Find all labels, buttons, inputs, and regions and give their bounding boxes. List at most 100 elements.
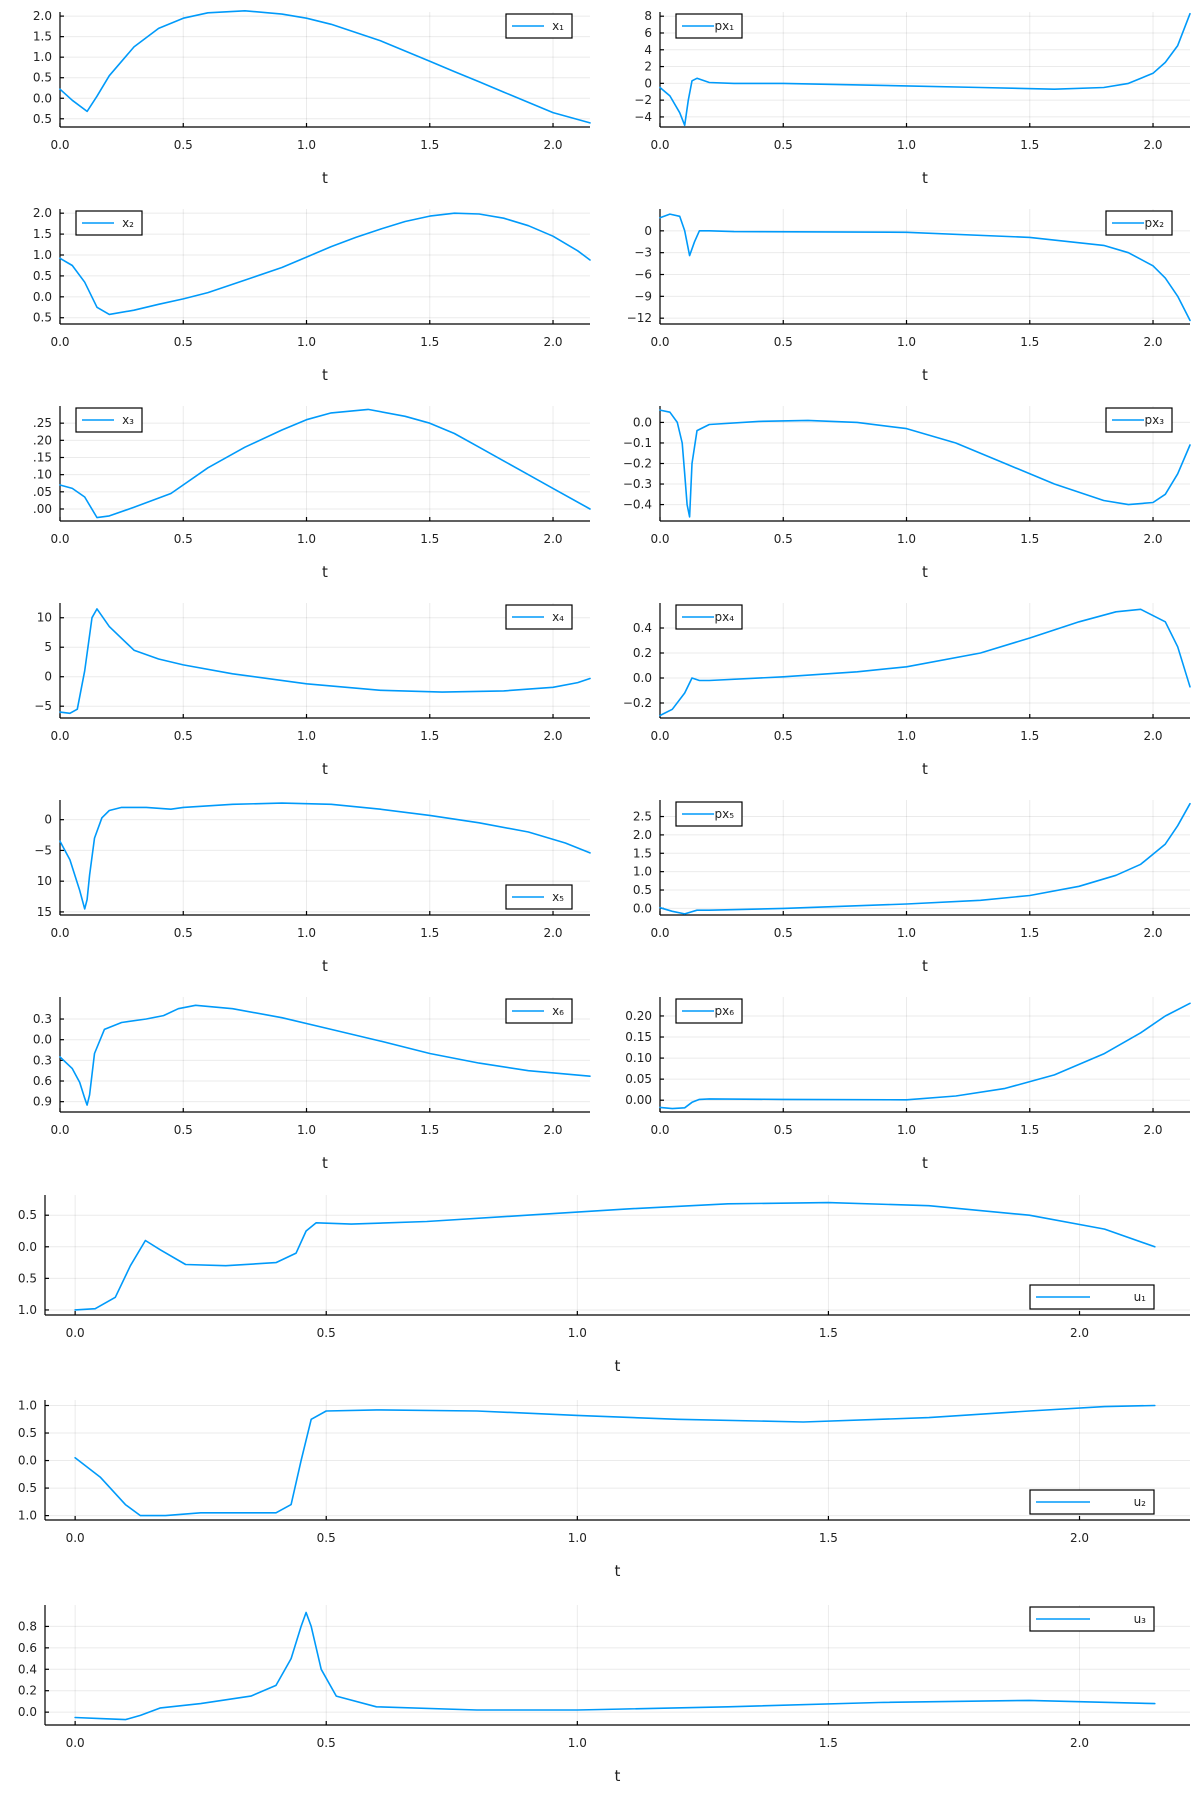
y-tick-label: 0.0: [33, 91, 52, 105]
y-tick-label: 2.0: [633, 828, 652, 842]
x-tick-label: 2.0: [543, 138, 562, 152]
x-tick-label: 0.5: [774, 335, 793, 349]
x-tick-label: 0.0: [50, 1123, 69, 1137]
y-tick-label: 2.0: [33, 9, 52, 23]
series-line-x3: [59, 408, 591, 519]
x-tick-label: 2.0: [1143, 926, 1162, 940]
legend: x₄: [505, 604, 573, 630]
y-tick-label: 0: [644, 76, 652, 90]
x-tick-label: 0.0: [50, 138, 69, 152]
legend: px₅: [675, 801, 743, 827]
x-tick-label: 1.5: [819, 1326, 838, 1340]
x-axis-label: t: [922, 957, 928, 975]
legend: x₂: [75, 210, 143, 236]
x-axis-label: t: [322, 169, 328, 187]
x-tick-label: 1.5: [420, 335, 439, 349]
legend: x₁: [505, 13, 573, 39]
legend: px₁: [675, 13, 743, 39]
x-tick-label: 2.0: [1070, 1326, 1089, 1340]
x-tick-label: 0.5: [174, 729, 193, 743]
legend: u₃: [1029, 1606, 1155, 1632]
y-tick-label: 1.0: [633, 865, 652, 879]
x-tick-label: 1.5: [1020, 335, 1039, 349]
legend-label: px₄: [714, 610, 734, 624]
series-line-u1: [74, 1201, 1156, 1311]
y-tick-label: 1.0: [33, 50, 52, 64]
x-tick-label: 1.5: [420, 138, 439, 152]
x-tick-label: 2.0: [543, 335, 562, 349]
y-tick-label: −0.4: [623, 498, 652, 512]
legend: px₃: [1105, 407, 1173, 433]
x-tick-label: 0.0: [650, 1123, 669, 1137]
x-axis-label: t: [922, 760, 928, 778]
x-tick-label: 1.0: [897, 138, 916, 152]
x-tick-label: 1.5: [819, 1531, 838, 1545]
y-tick-label: 6: [644, 26, 652, 40]
y-tick-label: 0.3: [33, 1012, 52, 1026]
y-tick-label: 0: [644, 224, 652, 238]
x-tick-label: 1.5: [1020, 926, 1039, 940]
x-tick-label: 1.0: [297, 532, 316, 546]
y-tick-label: 0.0: [633, 901, 652, 915]
x-tick-label: 2.0: [1143, 335, 1162, 349]
series-line-px4: [659, 608, 1191, 717]
y-tick-label: 8: [644, 9, 652, 23]
y-tick-label: 1.0: [18, 1509, 37, 1523]
series-line-px6: [659, 1002, 1191, 1110]
y-tick-label: −0.2: [623, 696, 652, 710]
x-tick-label: 1.0: [568, 1736, 587, 1750]
y-tick-label: 0.0: [633, 671, 652, 685]
legend: u₁: [1029, 1284, 1155, 1310]
series-line-x1: [59, 10, 591, 124]
y-tick-label: 0.6: [33, 1074, 52, 1088]
y-tick-label: 2: [644, 60, 652, 74]
legend-label: x₆: [552, 1004, 564, 1018]
y-tick-label: 0.5: [33, 112, 52, 126]
y-tick-label: 0.00: [625, 1093, 652, 1107]
y-tick-label: 0.15: [625, 1030, 652, 1044]
y-tick-label: −12: [627, 311, 652, 325]
x-tick-label: 0.0: [650, 532, 669, 546]
legend-label: x₄: [552, 610, 564, 624]
y-tick-label: −9: [634, 289, 652, 303]
chart-px1: 0.0 0.5 1.0 1.5 2.0 −4 −2 0 2 4 6 8 t px₁: [634, 9, 1191, 187]
chart-px2: 0.0 0.5 1.0 1.5 2.0 −12 −9 −6 −3 0 t px₂: [627, 209, 1191, 384]
x-tick-label: 0.5: [774, 1123, 793, 1137]
x-tick-label: 0.0: [650, 926, 669, 940]
y-tick-label: 1.5: [33, 30, 52, 44]
series-line-px5: [659, 802, 1191, 915]
x-tick-label: 2.0: [1143, 532, 1162, 546]
y-tick-label: 0.0: [33, 290, 52, 304]
legend-label: x₁: [552, 19, 564, 33]
x-tick-label: 1.0: [897, 532, 916, 546]
y-tick-label: −0.3: [623, 477, 652, 491]
legend: px₆: [675, 998, 743, 1024]
y-tick-label: 0.0: [633, 415, 652, 429]
chart-px3: 0.0 0.5 1.0 1.5 2.0 −0.4 −0.3 −0.2 −0.1 0.0 t px₃: [623, 406, 1191, 581]
chart-x2: 0.0 0.5 1.0 1.5 2.0 0.5 0.0 0.5 1.0 1.5 2.0 t x₂: [33, 206, 591, 384]
x-axis-label: t: [322, 1154, 328, 1172]
x-axis-label: t: [922, 169, 928, 187]
chart-x5: 0.0 0.5 1.0 1.5 2.0 15 10 −5 0 t x₅: [34, 800, 591, 975]
x-tick-label: 2.0: [1070, 1736, 1089, 1750]
legend-label: px₂: [1144, 216, 1164, 230]
y-tick-label: 0.6: [18, 1641, 37, 1655]
y-tick-label: 0.2: [633, 646, 652, 660]
series-line-x2: [59, 212, 591, 316]
chart-x3: 0.0 0.5 1.0 1.5 2.0 .00 .05 .10 .15 .20 .25 t x₃: [33, 406, 591, 581]
series-line-x5: [59, 802, 591, 910]
x-tick-label: 0.0: [66, 1326, 85, 1340]
legend: u₂: [1029, 1489, 1155, 1515]
y-tick-label: 0.05: [625, 1072, 652, 1086]
legend-label: u₂: [1134, 1495, 1147, 1509]
x-tick-label: 1.0: [297, 1123, 316, 1137]
y-tick-label: 0.10: [625, 1051, 652, 1065]
legend-label: px₁: [714, 19, 734, 33]
chart-px5: 0.0 0.5 1.0 1.5 2.0 0.0 0.5 1.0 1.5 2.0 2.5 t px₅: [633, 800, 1191, 975]
x-tick-label: 0.5: [174, 926, 193, 940]
series-line-px2: [659, 213, 1191, 322]
x-tick-label: 1.0: [297, 335, 316, 349]
x-tick-label: 1.5: [1020, 729, 1039, 743]
y-tick-label: −0.2: [623, 457, 652, 471]
x-tick-label: 0.5: [774, 138, 793, 152]
